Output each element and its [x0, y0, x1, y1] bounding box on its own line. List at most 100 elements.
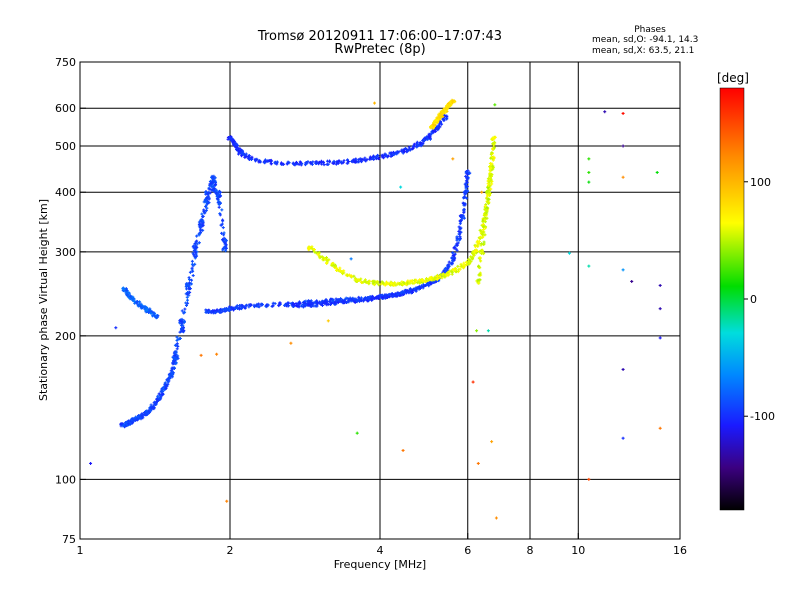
data-point — [621, 367, 625, 371]
data-point — [133, 301, 137, 305]
data-point — [318, 255, 322, 259]
data-point — [341, 300, 345, 304]
data-point — [370, 298, 374, 302]
data-point — [491, 136, 495, 140]
data-point — [307, 302, 311, 306]
data-point — [381, 295, 385, 299]
data-point — [211, 180, 215, 184]
data-point — [240, 304, 244, 308]
data-point — [225, 499, 229, 503]
stats-o-mode: mean, sd,O: -94.1, 14.3 — [592, 35, 698, 45]
data-point — [218, 194, 222, 198]
data-point — [415, 142, 419, 146]
data-point — [306, 299, 310, 303]
data-point — [216, 201, 220, 205]
data-point — [387, 293, 391, 297]
data-point — [308, 245, 312, 249]
data-point — [185, 295, 189, 299]
data-point — [243, 306, 247, 310]
data-point — [233, 141, 237, 145]
data-point — [186, 301, 190, 305]
data-point — [283, 303, 287, 307]
data-point — [202, 209, 206, 213]
data-point — [149, 311, 153, 315]
data-point — [315, 160, 319, 164]
data-point — [488, 191, 492, 195]
data-point — [458, 222, 462, 226]
data-point — [193, 250, 197, 254]
data-point — [200, 212, 204, 216]
data-point — [476, 461, 480, 465]
data-point — [238, 304, 242, 308]
data-point — [308, 161, 312, 165]
data-point — [463, 203, 467, 207]
data-point — [463, 264, 467, 268]
data-point — [170, 366, 174, 370]
data-point — [240, 154, 244, 158]
data-point — [455, 235, 459, 239]
data-point — [213, 183, 217, 187]
data-point — [390, 151, 394, 155]
data-point — [266, 303, 270, 307]
data-point — [191, 264, 195, 268]
data-point — [224, 239, 228, 243]
data-point — [451, 251, 455, 255]
data-point — [476, 242, 480, 246]
data-point — [188, 270, 192, 274]
data-point — [587, 157, 591, 161]
data-point — [223, 241, 227, 245]
data-point — [218, 309, 222, 313]
data-point — [324, 301, 328, 305]
data-point — [219, 223, 223, 227]
data-point — [200, 218, 204, 222]
data-point — [405, 149, 409, 153]
data-point — [248, 156, 252, 160]
data-point — [409, 291, 413, 295]
data-point — [114, 326, 118, 330]
data-point — [444, 273, 448, 277]
data-point — [487, 180, 491, 184]
data-point — [372, 154, 376, 158]
data-point — [122, 287, 126, 291]
data-point — [353, 278, 357, 282]
chart-title: Tromsø 20120911 17:06:00–17:07:43 — [257, 29, 502, 44]
data-point — [458, 238, 462, 242]
data-point — [493, 135, 497, 139]
data-point — [438, 112, 442, 116]
data-point — [403, 147, 407, 151]
data-point — [339, 297, 343, 301]
data-point — [429, 132, 433, 136]
data-point — [217, 205, 221, 209]
data-point — [329, 303, 333, 307]
data-point — [485, 206, 489, 210]
data-point — [316, 253, 320, 257]
data-point — [216, 194, 220, 198]
data-point — [269, 162, 273, 166]
data-point — [455, 242, 459, 246]
data-point — [320, 303, 324, 307]
data-point — [414, 288, 418, 292]
data-point — [469, 255, 473, 259]
data-point — [465, 184, 469, 188]
data-point — [175, 347, 179, 351]
data-point — [621, 111, 625, 115]
data-point — [367, 280, 371, 284]
data-point — [363, 279, 367, 283]
data-point — [442, 119, 446, 123]
data-point — [127, 291, 131, 295]
data-point — [171, 372, 175, 376]
data-point — [192, 249, 196, 253]
data-point — [204, 203, 208, 207]
data-point — [221, 248, 225, 252]
data-point — [365, 299, 369, 303]
data-point — [483, 233, 487, 237]
data-point — [149, 406, 153, 410]
data-point — [462, 208, 466, 212]
data-point — [482, 242, 486, 246]
data-point — [440, 276, 444, 280]
x-tick-label: 2 — [227, 544, 234, 557]
data-point — [143, 412, 147, 416]
data-point — [352, 297, 356, 301]
data-point — [334, 162, 338, 166]
data-point — [373, 283, 377, 287]
